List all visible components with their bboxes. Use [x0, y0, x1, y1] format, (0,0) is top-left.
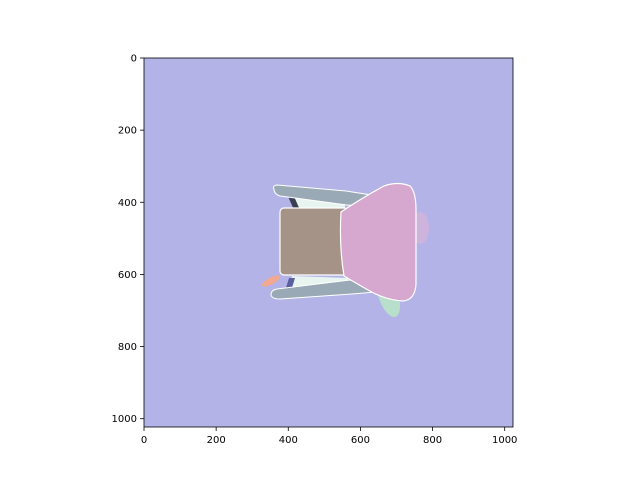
x-tick-label: 200 [207, 435, 226, 446]
x-tick-label: 1000 [492, 435, 517, 446]
x-tick-label: 600 [351, 435, 370, 446]
x-tick-label: 0 [141, 435, 147, 446]
y-tick-label: 800 [118, 342, 137, 353]
orange-segment [262, 275, 280, 287]
x-tick-label: 400 [279, 435, 298, 446]
plot-area [144, 58, 513, 427]
x-tick-label: 800 [423, 435, 442, 446]
y-tick-label: 0 [131, 54, 137, 65]
y-tick-label: 200 [118, 126, 137, 137]
back-segment [339, 182, 417, 302]
upper-dark-edge [287, 194, 300, 210]
y-axis: 0 200 400 600 800 1000 [112, 54, 144, 425]
y-tick-label: 1000 [112, 414, 137, 425]
x-axis: 0 200 400 600 800 1000 [141, 427, 517, 446]
axes-frame [143, 57, 514, 428]
y-tick-label: 400 [118, 198, 137, 209]
y-tick-label: 600 [118, 270, 137, 281]
seat-segment [279, 207, 349, 276]
